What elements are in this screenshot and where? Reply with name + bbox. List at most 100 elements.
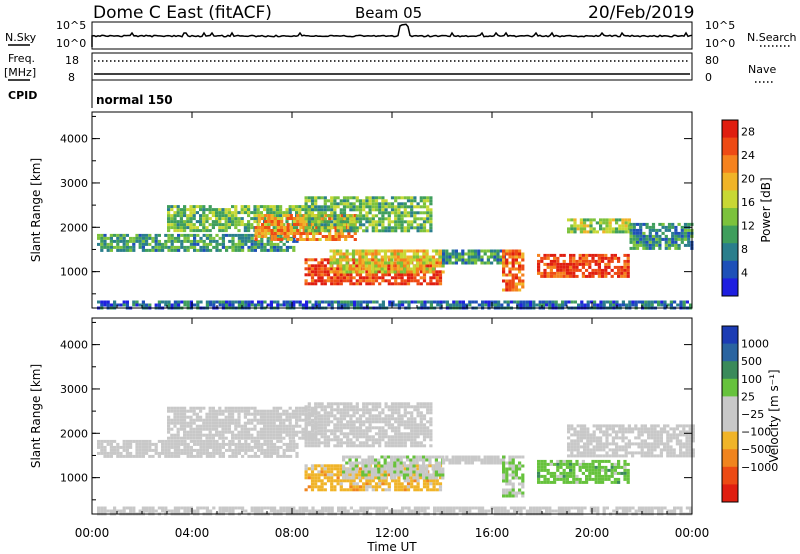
data-cell bbox=[339, 417, 343, 421]
data-cell bbox=[429, 282, 433, 286]
data-cell bbox=[419, 426, 423, 430]
data-cell bbox=[365, 405, 369, 409]
data-cell bbox=[186, 300, 190, 304]
data-cell bbox=[100, 445, 104, 449]
data-cell bbox=[247, 229, 251, 233]
data-cell bbox=[273, 248, 277, 252]
data-cell bbox=[179, 415, 183, 419]
data-cell bbox=[371, 282, 375, 286]
data-cell bbox=[451, 261, 455, 265]
data-cell bbox=[374, 202, 379, 206]
data-cell bbox=[267, 220, 271, 223]
data-cell bbox=[367, 476, 371, 480]
data-cell bbox=[425, 258, 429, 262]
data-cell bbox=[183, 239, 187, 243]
data-cell bbox=[384, 229, 388, 233]
data-cell bbox=[413, 405, 417, 409]
data-cell bbox=[611, 442, 615, 446]
data-cell bbox=[192, 412, 196, 416]
data-cell bbox=[607, 477, 611, 481]
data-cell bbox=[167, 245, 171, 249]
data-cell bbox=[167, 448, 171, 452]
data-cell bbox=[573, 221, 577, 225]
data-cell bbox=[186, 208, 190, 212]
data-cell bbox=[467, 461, 471, 465]
data-cell bbox=[186, 415, 190, 419]
data-cell bbox=[285, 454, 289, 458]
data-cell bbox=[183, 223, 187, 227]
data-cell bbox=[406, 455, 410, 459]
data-cell bbox=[332, 270, 336, 274]
data-cell bbox=[549, 262, 553, 266]
data-cell bbox=[320, 414, 324, 418]
data-cell bbox=[215, 242, 219, 246]
data-cell bbox=[635, 222, 640, 226]
data-cell bbox=[266, 442, 270, 446]
data-cell bbox=[320, 429, 324, 433]
data-cell bbox=[383, 252, 388, 256]
data-cell bbox=[448, 255, 452, 259]
data-cell bbox=[579, 221, 583, 225]
data-cell bbox=[125, 448, 129, 452]
data-cell bbox=[288, 412, 292, 416]
data-cell bbox=[399, 467, 403, 471]
data-cell bbox=[438, 470, 442, 474]
data-cell bbox=[330, 411, 334, 415]
data-cell bbox=[272, 436, 276, 440]
data-cell bbox=[403, 273, 407, 277]
data-cell bbox=[256, 412, 260, 416]
data-cell bbox=[116, 445, 120, 449]
data-cell bbox=[333, 273, 337, 277]
data-cell bbox=[591, 465, 595, 469]
data-cell bbox=[173, 412, 177, 416]
data-cell bbox=[365, 438, 369, 442]
data-cell bbox=[301, 303, 305, 307]
data-cell bbox=[570, 445, 574, 449]
data-cell bbox=[314, 208, 318, 212]
data-cell bbox=[323, 411, 327, 415]
data-cell bbox=[333, 202, 337, 206]
data-cell bbox=[352, 282, 356, 286]
data-cell bbox=[234, 451, 238, 455]
data-cell bbox=[317, 208, 321, 212]
data-cell bbox=[605, 454, 609, 458]
data-cell bbox=[170, 442, 174, 446]
data-cell bbox=[384, 488, 388, 492]
data-cell bbox=[624, 445, 628, 449]
data-cell bbox=[632, 243, 636, 247]
data-cell bbox=[339, 485, 343, 489]
data-cell bbox=[353, 300, 357, 304]
data-cell bbox=[263, 421, 267, 425]
data-cell bbox=[330, 470, 334, 474]
data-cell bbox=[307, 444, 311, 448]
data-cell bbox=[199, 217, 203, 221]
data-cell bbox=[384, 405, 388, 409]
data-cell bbox=[339, 438, 343, 442]
data-cell bbox=[269, 427, 273, 431]
data-cell bbox=[259, 415, 263, 419]
data-cell bbox=[406, 479, 411, 483]
data-cell bbox=[314, 435, 318, 439]
data-cell bbox=[218, 208, 222, 212]
data-cell bbox=[342, 220, 347, 224]
data-cell bbox=[231, 211, 235, 215]
data-cell bbox=[511, 285, 515, 289]
data-cell bbox=[381, 205, 385, 209]
data-cell bbox=[231, 421, 235, 425]
data-cell bbox=[202, 214, 206, 218]
data-cell bbox=[553, 259, 557, 263]
data-cell bbox=[135, 448, 139, 452]
data-cell bbox=[576, 451, 580, 455]
data-cell bbox=[299, 235, 303, 238]
data-cell bbox=[298, 409, 302, 413]
data-cell bbox=[237, 300, 241, 304]
data-cell bbox=[567, 445, 571, 449]
data-cell bbox=[660, 300, 664, 304]
data-cell bbox=[342, 432, 347, 436]
data-cell bbox=[384, 202, 388, 206]
data-cell bbox=[310, 473, 315, 477]
data-cell bbox=[231, 439, 235, 443]
data-cell bbox=[199, 409, 203, 413]
data-cell bbox=[438, 467, 442, 471]
data-cell bbox=[218, 226, 222, 230]
